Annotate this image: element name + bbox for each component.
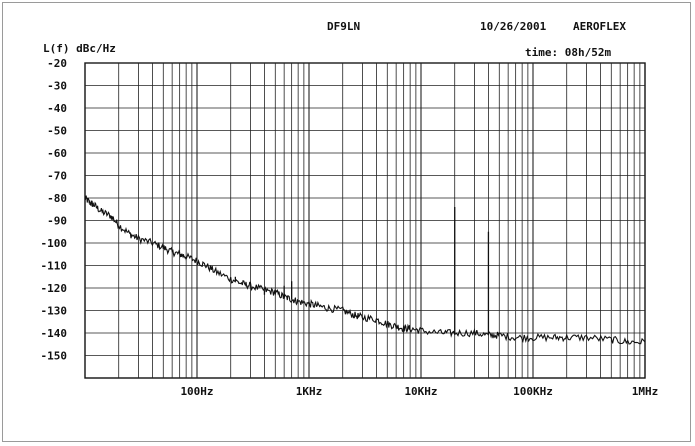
grid-layer [84, 62, 646, 379]
x-tick-label: 1KHz [296, 385, 323, 398]
x-tick-label: 1MHz [632, 385, 659, 398]
x-tick-layer: 100Hz 1KHz 10KHz 100KHz 1MHz [180, 385, 658, 398]
y-tick-label: -140 [41, 327, 68, 340]
y-tick-layer: -20 -30 -40 -50 -60 -70 -80 -90 -100 -110 -120 -130… [41, 57, 68, 363]
y-tick-label: -70 [47, 170, 67, 183]
y-tick-label: -90 [47, 215, 67, 228]
y-tick-label: -50 [47, 125, 67, 138]
y-tick-label: -100 [41, 237, 68, 250]
y-tick-label: -130 [41, 305, 68, 318]
y-tick-label: -30 [47, 80, 67, 93]
y-tick-label: -20 [47, 57, 67, 70]
header-center-label: DF9LN [327, 20, 360, 33]
y-tick-label: -60 [47, 147, 67, 160]
trace-layer [84, 195, 646, 345]
x-tick-label: 100KHz [513, 385, 553, 398]
header-date-label: 10/26/2001 [480, 20, 547, 33]
y-tick-label: -120 [41, 282, 68, 295]
y-tick-label: -110 [41, 260, 68, 273]
x-tick-label: 10KHz [404, 385, 437, 398]
y-axis-label: L(f) dBc/Hz [43, 42, 116, 55]
header-brand-label: AEROFLEX [573, 20, 626, 33]
phase-noise-trace [84, 195, 646, 345]
y-tick-label: -150 [41, 350, 68, 363]
y-tick-label: -40 [47, 102, 67, 115]
x-tick-label: 100Hz [180, 385, 213, 398]
y-tick-label: -80 [47, 192, 67, 205]
header-time-label: time: 08h/52m [525, 46, 611, 59]
